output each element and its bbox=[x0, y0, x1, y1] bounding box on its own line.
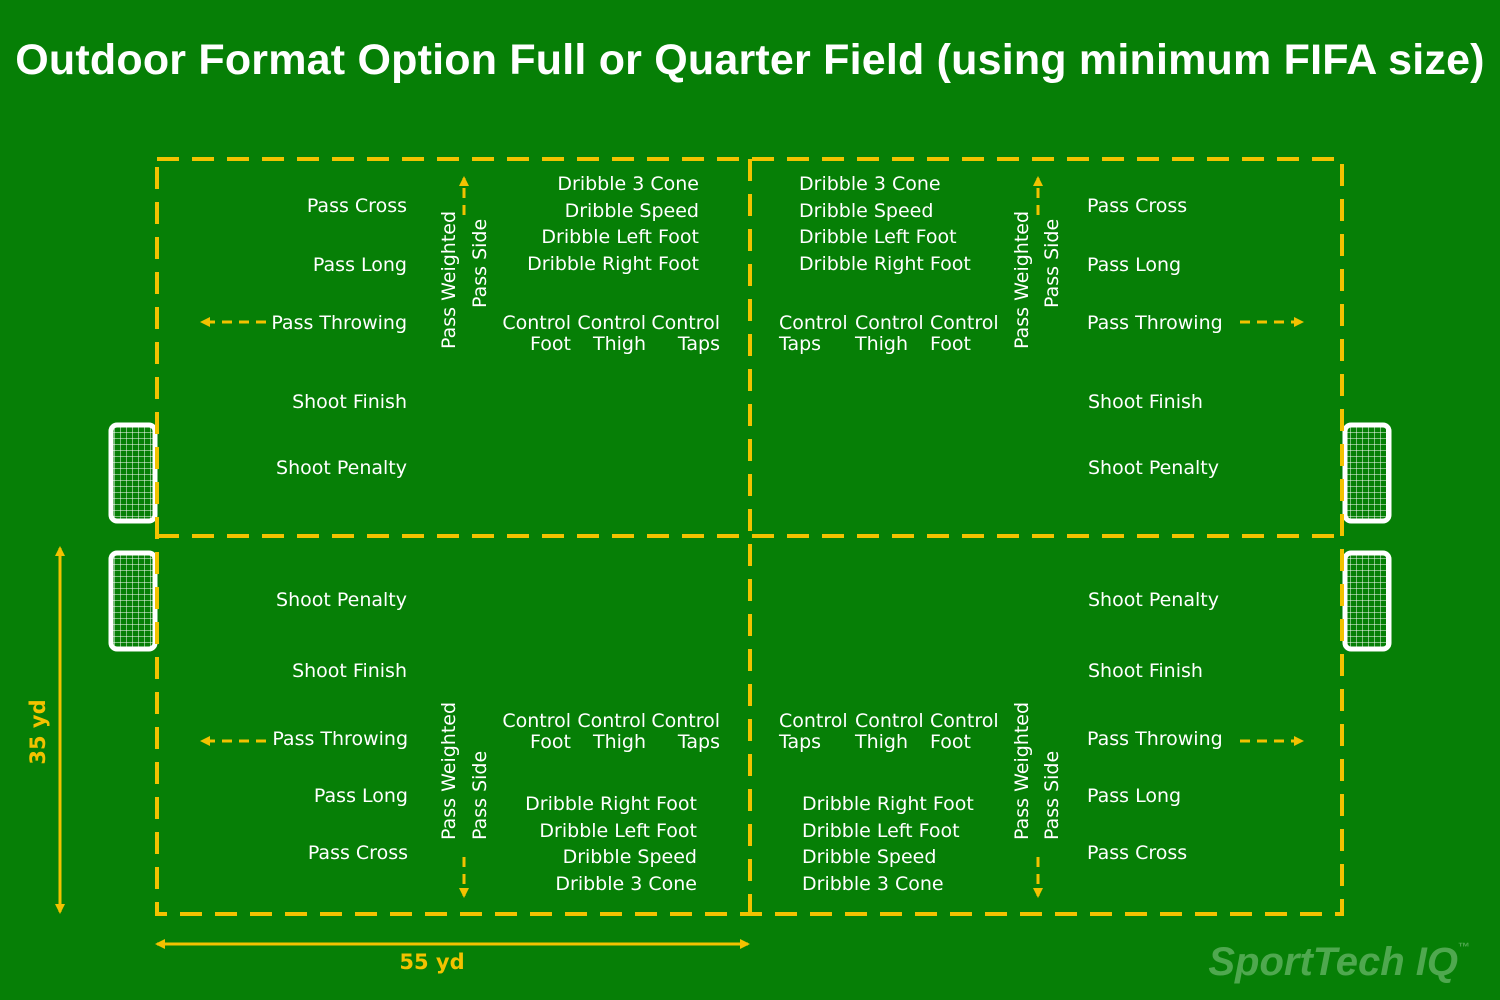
station-pass-throwing: Pass Throwing bbox=[1087, 728, 1223, 750]
station-control-thigh: Thigh bbox=[592, 731, 646, 753]
station-control-label: Control bbox=[855, 312, 924, 334]
station-pass-cross: Pass Cross bbox=[307, 195, 407, 217]
station-control-label: Control bbox=[930, 710, 999, 732]
station-control-thigh: Thigh bbox=[854, 731, 908, 753]
station-pass-weighted: Pass Weighted bbox=[438, 211, 460, 349]
station-control-label: Control bbox=[779, 710, 848, 732]
station-control-label: Control bbox=[779, 312, 848, 334]
station-control-foot: Foot bbox=[930, 731, 971, 753]
station-shoot-finish: Shoot Finish bbox=[1088, 391, 1203, 413]
field-boundary bbox=[155, 157, 1344, 916]
station-dribble-3-cone: Dribble 3 Cone bbox=[802, 873, 944, 895]
width-dimension-label: 55 yd bbox=[399, 950, 464, 974]
station-pass-throwing: Pass Throwing bbox=[271, 312, 407, 334]
station-pass-long: Pass Long bbox=[1087, 785, 1181, 807]
quadrant-bottom-right: Control Taps Control Thigh Control Foot … bbox=[778, 589, 1223, 895]
station-pass-throwing: Pass Throwing bbox=[272, 728, 408, 750]
station-pass-cross: Pass Cross bbox=[308, 842, 408, 864]
station-control-taps: Taps bbox=[677, 731, 720, 753]
station-control-label: Control bbox=[577, 312, 646, 334]
goal-top-left bbox=[108, 422, 158, 524]
station-pass-weighted: Pass Weighted bbox=[1011, 211, 1033, 349]
page-title: Outdoor Format Option Full or Quarter Fi… bbox=[15, 36, 1485, 84]
station-dribble-left-foot: Dribble Left Foot bbox=[799, 226, 957, 248]
station-pass-long: Pass Long bbox=[1087, 254, 1181, 276]
station-control-foot: Foot bbox=[530, 333, 571, 355]
station-shoot-penalty: Shoot Penalty bbox=[276, 589, 407, 611]
station-pass-long: Pass Long bbox=[313, 254, 407, 276]
station-shoot-finish: Shoot Finish bbox=[292, 660, 407, 682]
goal-bottom-right bbox=[1342, 550, 1392, 652]
station-dribble-3-cone: Dribble 3 Cone bbox=[555, 873, 697, 895]
station-control-taps: Taps bbox=[778, 731, 821, 753]
station-dribble-speed: Dribble Speed bbox=[565, 200, 699, 222]
station-dribble-right-foot: Dribble Right Foot bbox=[802, 793, 974, 815]
station-shoot-penalty: Shoot Penalty bbox=[1088, 589, 1219, 611]
brand-logo: SportTech IQ™ bbox=[1208, 940, 1470, 985]
station-dribble-3-cone: Dribble 3 Cone bbox=[799, 173, 941, 195]
station-pass-weighted: Pass Weighted bbox=[1011, 702, 1033, 840]
station-pass-throwing: Pass Throwing bbox=[1087, 312, 1223, 334]
station-control-label: Control bbox=[577, 710, 646, 732]
station-dribble-speed: Dribble Speed bbox=[563, 846, 697, 868]
station-control-label: Control bbox=[502, 312, 571, 334]
station-shoot-finish: Shoot Finish bbox=[1088, 660, 1203, 682]
brand-trademark: ™ bbox=[1458, 940, 1470, 954]
station-pass-side: Pass Side bbox=[469, 751, 491, 840]
station-dribble-right-foot: Dribble Right Foot bbox=[799, 253, 971, 275]
station-control-taps: Taps bbox=[778, 333, 821, 355]
height-dimension-label: 35 yd bbox=[26, 699, 50, 764]
station-shoot-finish: Shoot Finish bbox=[292, 391, 407, 413]
station-control-label: Control bbox=[651, 710, 720, 732]
station-dribble-speed: Dribble Speed bbox=[802, 846, 936, 868]
station-pass-side: Pass Side bbox=[1041, 219, 1063, 308]
station-control-thigh: Thigh bbox=[592, 333, 646, 355]
station-shoot-penalty: Shoot Penalty bbox=[1088, 457, 1219, 479]
station-pass-weighted: Pass Weighted bbox=[438, 702, 460, 840]
station-pass-long: Pass Long bbox=[314, 785, 408, 807]
station-dribble-left-foot: Dribble Left Foot bbox=[802, 820, 960, 842]
station-pass-cross: Pass Cross bbox=[1087, 842, 1187, 864]
brand-name: SportTech IQ bbox=[1208, 940, 1458, 984]
goal-top-right bbox=[1342, 422, 1392, 524]
station-dribble-right-foot: Dribble Right Foot bbox=[527, 253, 699, 275]
station-shoot-penalty: Shoot Penalty bbox=[276, 457, 407, 479]
station-control-thigh: Thigh bbox=[854, 333, 908, 355]
station-control-taps: Taps bbox=[677, 333, 720, 355]
station-dribble-left-foot: Dribble Left Foot bbox=[541, 226, 699, 248]
quadrant-top-left: Pass Cross Pass Long Pass Throwing Shoot… bbox=[271, 173, 720, 479]
station-dribble-speed: Dribble Speed bbox=[799, 200, 933, 222]
station-control-foot: Foot bbox=[930, 333, 971, 355]
quadrant-top-right: Dribble 3 Cone Dribble Speed Dribble Lef… bbox=[778, 173, 1223, 479]
station-dribble-right-foot: Dribble Right Foot bbox=[525, 793, 697, 815]
station-control-label: Control bbox=[855, 710, 924, 732]
station-control-label: Control bbox=[651, 312, 720, 334]
station-control-label: Control bbox=[930, 312, 999, 334]
station-pass-cross: Pass Cross bbox=[1087, 195, 1187, 217]
goal-bottom-left bbox=[108, 550, 158, 652]
station-dribble-left-foot: Dribble Left Foot bbox=[539, 820, 697, 842]
station-dribble-3-cone: Dribble 3 Cone bbox=[557, 173, 699, 195]
station-control-foot: Foot bbox=[530, 731, 571, 753]
quadrant-bottom-left: Shoot Penalty Shoot Finish Pass Throwing… bbox=[272, 589, 720, 895]
station-control-label: Control bbox=[502, 710, 571, 732]
station-pass-side: Pass Side bbox=[469, 219, 491, 308]
station-pass-side: Pass Side bbox=[1041, 751, 1063, 840]
